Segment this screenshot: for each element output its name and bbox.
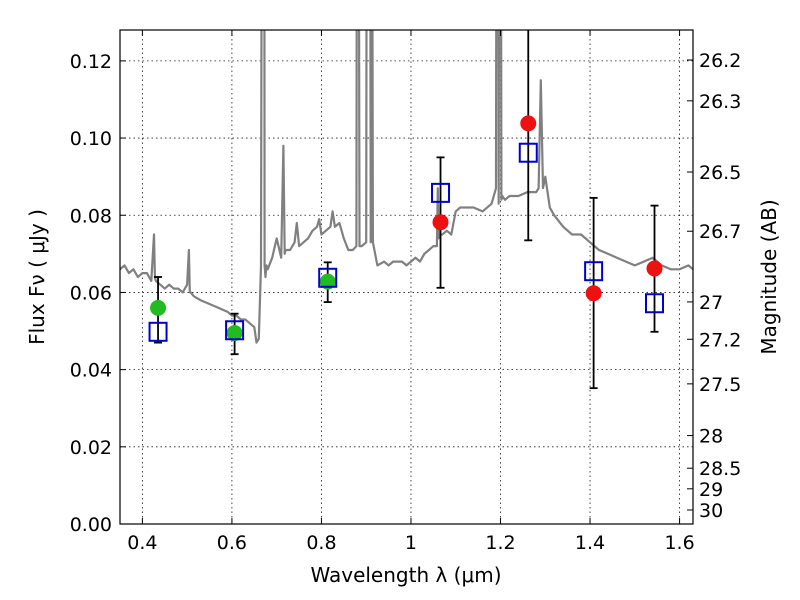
x-axis: 0.4 0.6 0.8 1 1.2 1.4 1.6 [127,30,695,554]
y-tick-label: 0.02 [70,437,112,459]
data-point-square [431,182,451,203]
y-tick-label: 0.12 [70,51,112,73]
gridlines [120,30,693,525]
y-tick-label: 0.10 [70,128,112,150]
data-point-square [645,293,665,314]
data-point-circle [520,115,537,132]
data-point-square [318,267,338,288]
spectrum-layer [120,30,693,344]
x-axis-title: Wavelength λ (μm) [310,563,501,587]
y2-tick-label: 26.5 [699,162,741,184]
x-tick-label: 0.8 [306,532,336,554]
data-point-square [225,320,245,341]
plot-frame [119,29,694,525]
data-point-circle [646,260,663,277]
x-tick-label: 0.4 [127,532,157,554]
y2-tick-label: 28.5 [699,458,741,480]
marker-layer [148,115,665,342]
x-tick-label: 1.6 [664,532,694,554]
data-point-circle [585,285,602,302]
y2-tick-label: 30 [699,500,723,522]
x-tick-label: 0.6 [217,532,247,554]
y2-tick-label: 26.3 [699,91,741,113]
y2-tick-label: 26.7 [699,221,741,243]
y2-tick-label: 27.5 [699,374,741,396]
spectrum-line [120,30,693,344]
y-tick-label: 0.08 [70,205,112,227]
x-tick-label: 1.2 [485,532,515,554]
data-point-square [148,321,168,342]
x-tick-label: 1 [405,532,417,554]
y2-tick-label: 26.2 [699,50,741,72]
y-tick-label: 0.00 [70,514,112,536]
data-point-square [584,261,604,282]
x-tick-label: 1.4 [575,532,605,554]
y-tick-label: 0.06 [70,282,112,304]
data-point-square [518,142,538,163]
y-axis-title: Flux Fν ( μJy ) [25,209,49,345]
y-axis-left: 0.00 0.02 0.04 0.06 0.08 0.10 0.12 [70,51,126,536]
y2-tick-label: 27 [699,292,723,314]
y2-axis-title: Magnitude (AB) [757,199,781,354]
y2-tick-label: 27.2 [699,329,741,351]
data-point-circle [150,299,167,316]
y-tick-label: 0.04 [70,360,112,382]
data-point-circle [432,214,449,231]
plot-clip-group [120,30,693,390]
y2-tick-label: 28 [699,426,723,448]
y2-tick-label: 29 [699,479,723,501]
data-point-circle [226,324,243,341]
